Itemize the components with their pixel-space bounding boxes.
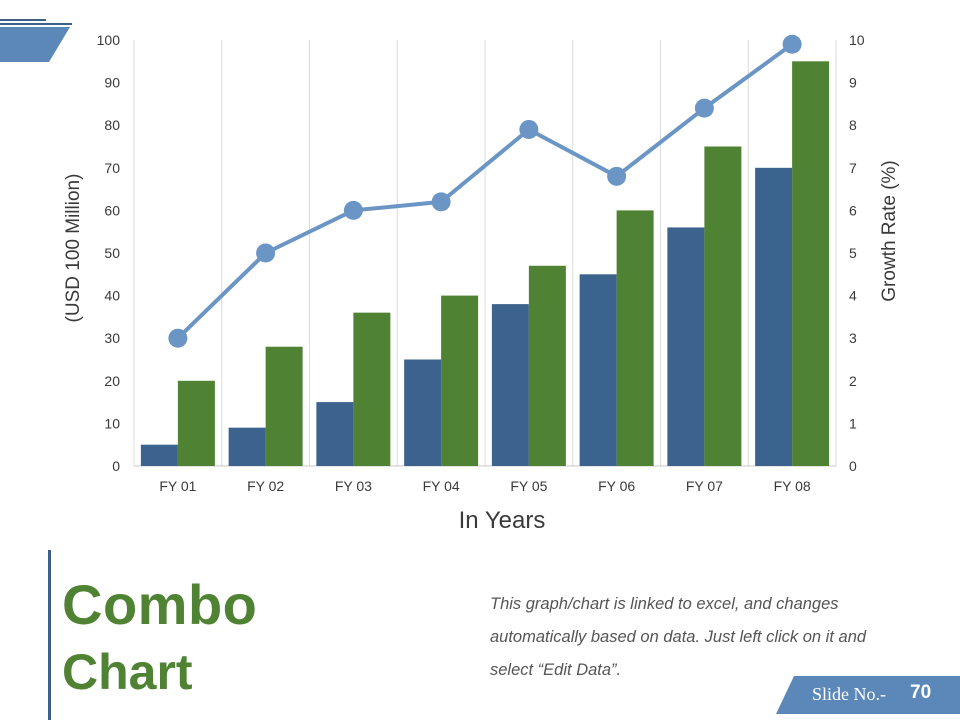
y-tick-label: 20 (104, 373, 120, 389)
bar-series1-fy02 (228, 427, 266, 466)
growth-rate-line (176, 42, 794, 340)
x-tick-label: FY 04 (423, 478, 460, 494)
y-axis-title: (USD 100 Million) (63, 174, 84, 323)
slide-number-label: Slide No.- (812, 684, 886, 704)
x-tick-label: FY 05 (510, 478, 547, 494)
y2-tick-label: 3 (849, 330, 857, 346)
x-tick-label: FY 02 (247, 478, 284, 494)
y2-tick-label: 10 (849, 32, 865, 48)
y-tick-label: 50 (104, 245, 120, 261)
bar-series1-fy01 (140, 444, 178, 466)
y2-tick-label: 2 (849, 373, 857, 389)
bar-series2-fy07 (704, 146, 742, 466)
y-tick-label: 70 (104, 160, 120, 176)
page-title-line2: Chart (62, 644, 193, 700)
chart-description: This graph/chart is linked to excel, and… (490, 588, 930, 687)
y2-tick-label: 8 (849, 117, 857, 133)
slide-number-badge (776, 676, 960, 714)
y-tick-label: 90 (104, 75, 120, 91)
growth-point-fy08 (782, 34, 802, 54)
x-tick-label: FY 07 (686, 478, 723, 494)
bar-series2-fy08 (792, 61, 830, 467)
bar-series2-fy04 (441, 295, 479, 466)
y-tick-label: 30 (104, 330, 120, 346)
x-axis-title: In Years (459, 507, 546, 534)
bar-series1-fy05 (491, 304, 529, 466)
x-tick-label: FY 06 (598, 478, 635, 494)
chart-ticks: FY 01 FY 02 FY 03 FY 04 FY 05 FY 06 FY 07 FY 08… (97, 32, 865, 494)
y2-tick-label: 7 (849, 160, 857, 176)
bar-series2-fy03 (353, 312, 391, 466)
page-title-line1: Combo (62, 573, 258, 636)
growth-point-fy06 (607, 166, 627, 186)
bar-series1-fy03 (316, 402, 354, 466)
x-tick-label: FY 08 (774, 478, 811, 494)
growth-point-fy02 (256, 243, 276, 263)
bar-series2-fy01 (177, 380, 215, 466)
x-tick-label: FY 03 (335, 478, 372, 494)
y-tick-label: 80 (104, 117, 120, 133)
bar-series1-fy04 (404, 359, 442, 466)
y-tick-label: 60 (104, 202, 120, 218)
description-line: This graph/chart is linked to excel, and… (490, 595, 839, 613)
title-accent-rule (48, 550, 51, 720)
growth-point-fy01 (168, 328, 188, 348)
y-tick-label: 10 (104, 415, 120, 431)
y-tick-label: 0 (112, 458, 120, 474)
chart-bars (140, 61, 830, 467)
bar-series1-fy08 (755, 167, 793, 467)
header-accent-line-top (0, 19, 46, 21)
y2-tick-label: 0 (849, 458, 857, 474)
growth-point-fy04 (431, 192, 451, 212)
y2-tick-label: 4 (849, 288, 857, 304)
bar-series1-fy07 (667, 227, 705, 466)
description-line: select “Edit Data”. (490, 661, 622, 679)
y2-tick-label: 6 (849, 202, 857, 218)
y2-tick-label: 1 (849, 415, 857, 431)
growth-point-fy07 (694, 98, 714, 118)
x-tick-label: FY 01 (159, 478, 196, 494)
y-tick-label: 40 (104, 288, 120, 304)
y-tick-label: 100 (97, 32, 121, 48)
bar-series2-fy06 (616, 210, 654, 466)
slide-number: 70 (910, 682, 932, 703)
header-accent-line-bottom (0, 23, 72, 25)
y2-tick-label: 5 (849, 245, 857, 261)
growth-point-fy03 (343, 200, 363, 220)
description-line: automatically based on data. Just left c… (490, 628, 867, 646)
chart-growth-line (168, 34, 802, 348)
y2-axis-title: Growth Rate (%) (879, 160, 900, 301)
growth-point-fy05 (519, 119, 539, 139)
bar-series2-fy02 (265, 346, 303, 466)
bar-series2-fy05 (528, 265, 566, 466)
y2-tick-label: 9 (849, 75, 857, 91)
combo-chart: FY 01 FY 02 FY 03 FY 04 FY 05 FY 06 FY 07 FY 08… (63, 32, 900, 534)
bar-series1-fy06 (579, 274, 617, 466)
